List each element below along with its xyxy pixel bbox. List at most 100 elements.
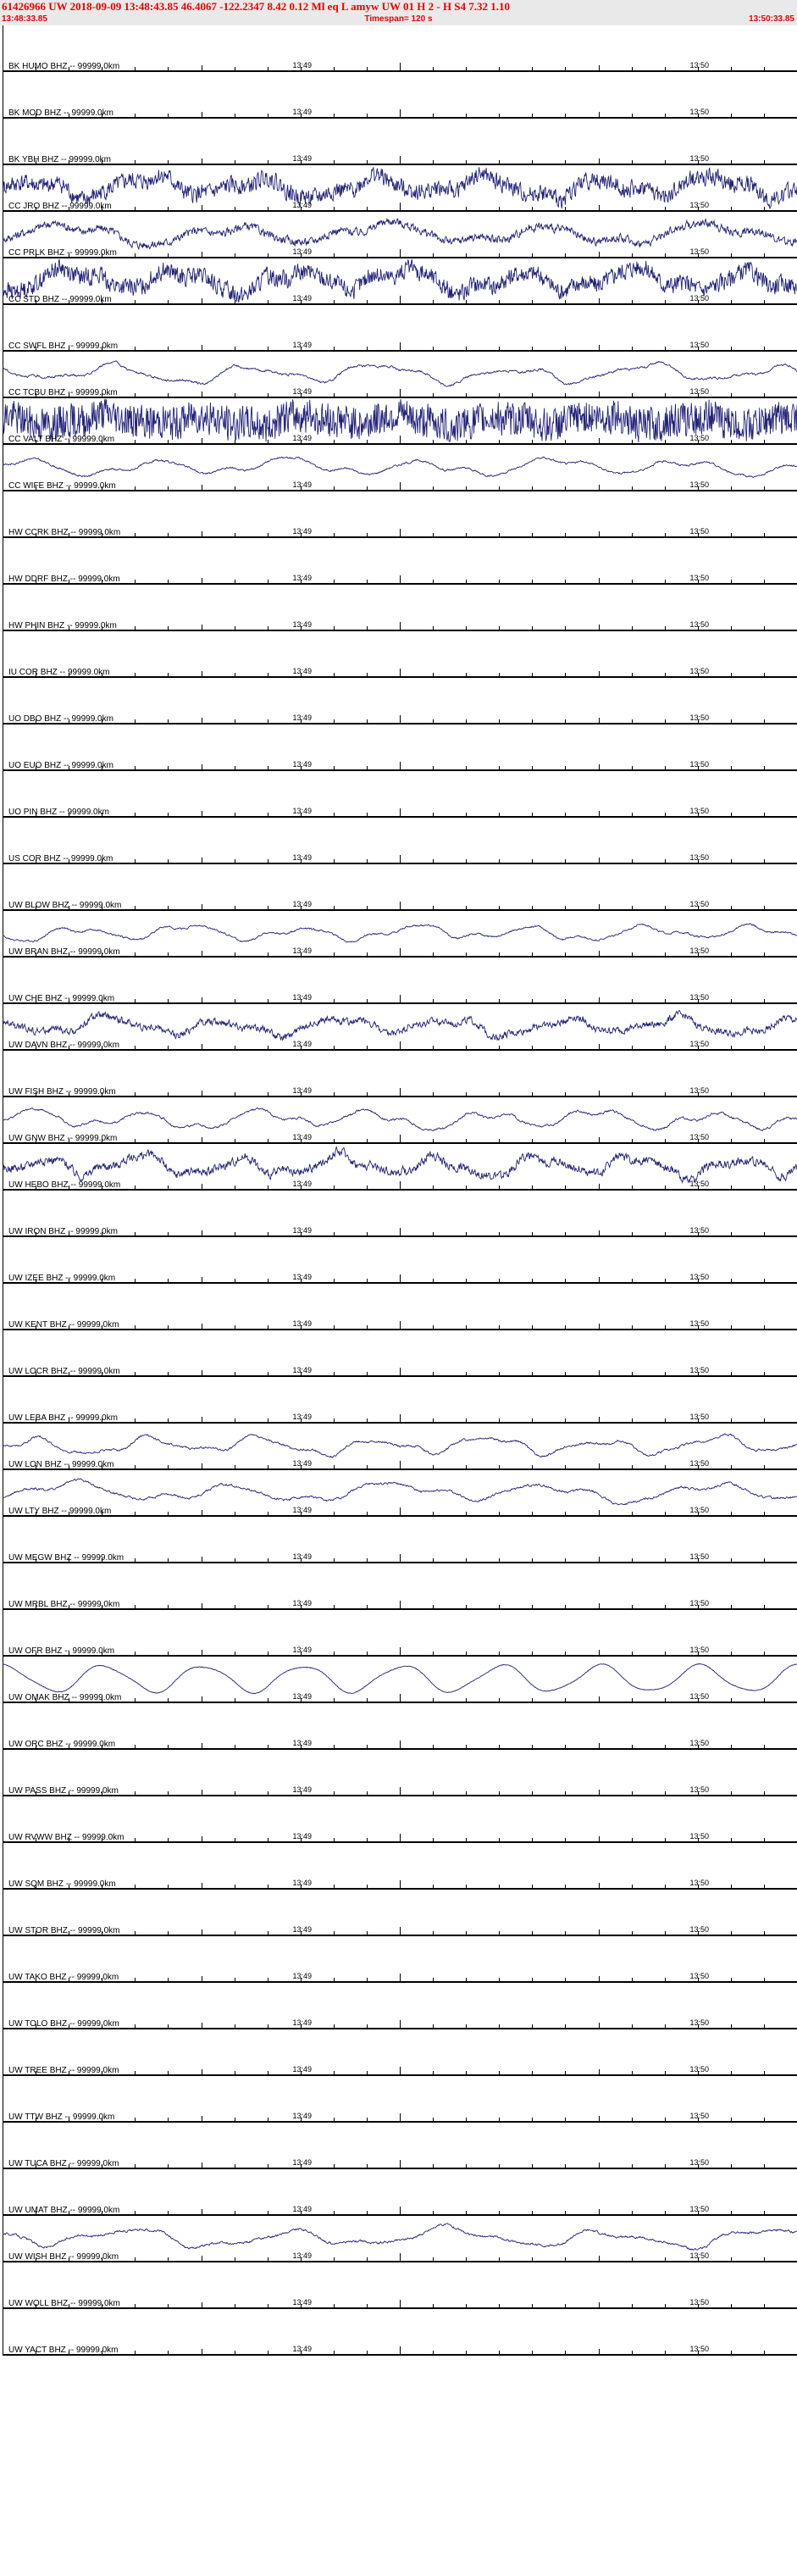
trace-row[interactable]: 13:49 13:50 UW RVWW BHZ -- 99999.0km	[0, 1796, 797, 1843]
trace-plot-frame	[3, 958, 797, 1004]
trace-row[interactable]: 13:49 13:50 UW TTW BHZ -- 99999.0km	[0, 2076, 797, 2123]
trace-row[interactable]: 13:49 13:50 UW OFR BHZ -- 99999.0km	[0, 1610, 797, 1657]
trace-row[interactable]: 13:49 13:50 UW IRON BHZ -- 99999.0km	[0, 1191, 797, 1237]
trace-row[interactable]: 13:49 13:50 CC WIFE BHZ -- 99999.0km	[0, 445, 797, 491]
trace-waveform-area	[3, 445, 797, 490]
channel-label: UW OMAK BHZ -- 99999.0km	[8, 1693, 122, 1702]
time-tick-label: 13:50	[689, 1739, 710, 1747]
time-tick-label: 13:49	[292, 1646, 313, 1654]
trace-waveform-area	[3, 818, 797, 863]
trace-row[interactable]: 13:49 13:50 UW GNW BHZ -- 99999.0km	[0, 1097, 797, 1144]
trace-row[interactable]: 13:49 13:50 UW CHE BHZ -- 99999.0km	[0, 958, 797, 1004]
trace-row[interactable]: 13:49 13:50 UW BLOW BHZ -- 99999.0km	[0, 864, 797, 911]
trace-waveform-area	[3, 911, 797, 956]
trace-plot-frame	[3, 724, 797, 771]
time-tick-label: 13:49	[292, 1319, 313, 1328]
waveform-svg	[3, 1377, 797, 1422]
trace-waveform-area	[3, 1237, 797, 1282]
trace-row[interactable]: 13:49 13:50 UW LTY BHZ -- 99999.0km	[0, 1470, 797, 1517]
trace-row[interactable]: 13:49 13:50 UW LOCR BHZ -- 99999.0km	[0, 1330, 797, 1377]
trace-row[interactable]: 13:49 13:50 UW HEBO BHZ -- 99999.0km	[0, 1144, 797, 1191]
trace-row[interactable]: 13:49 13:50 UW TUCA BHZ -- 99999.0km	[0, 2123, 797, 2169]
trace-row[interactable]: 13:49 13:50 UW TOLO BHZ -- 99999.0km	[0, 1983, 797, 2029]
time-tick-label: 13:49	[292, 247, 313, 256]
trace-row[interactable]: 13:49 13:50 IU COR BHZ -- 99999.0km	[0, 631, 797, 678]
channel-label: UO DBO BHZ -- 99999.0km	[8, 714, 113, 724]
channel-label: UO PIN BHZ -- 99999.0km	[8, 808, 109, 817]
time-tick-label: 13:49	[292, 853, 313, 862]
trace-row[interactable]: 13:49 13:50 HW DDRF BHZ -- 99999.0km	[0, 538, 797, 585]
trace-row[interactable]: 13:49 13:50 UW OMAK BHZ -- 99999.0km	[0, 1657, 797, 1703]
trace-plot-frame	[3, 1424, 797, 1470]
time-tick-label: 13:50	[689, 2112, 710, 2120]
channel-label: UW GNW BHZ -- 99999.0km	[8, 1134, 118, 1143]
time-tick-label: 13:50	[689, 341, 710, 349]
trace-plot-frame	[3, 1470, 797, 1517]
trace-row[interactable]: 13:49 13:50 US COR BHZ -- 99999.0km	[0, 818, 797, 864]
waveform-svg	[3, 1703, 797, 1748]
waveform-svg	[3, 1424, 797, 1468]
trace-plot-frame	[3, 818, 797, 864]
waveform-svg	[3, 1936, 797, 1981]
trace-row[interactable]: 13:49 13:50 BK MOD BHZ -- 99999.0km	[0, 72, 797, 119]
trace-row[interactable]: 13:49 13:50 CC TCBU BHZ -- 99999.0km	[0, 352, 797, 398]
trace-row[interactable]: 13:49 13:50 UW ORC BHZ -- 99999.0km	[0, 1703, 797, 1750]
waveform-svg	[3, 2216, 797, 2261]
trace-plot-frame	[3, 1843, 797, 1890]
window-start-time: 13:48:33.85	[2, 14, 47, 24]
time-tick-label: 13:50	[689, 900, 710, 908]
channel-label: UW BRAN BHZ -- 99999.0km	[8, 947, 120, 957]
trace-waveform-area	[3, 2076, 797, 2121]
time-tick-label: 13:49	[292, 620, 313, 629]
channel-label: UW UMAT BHZ -- 99999.0km	[8, 2206, 120, 2215]
trace-row[interactable]: 13:49 13:50 UW PASS BHZ -- 99999.0km	[0, 1750, 797, 1796]
trace-waveform-area	[3, 1936, 797, 1981]
trace-row[interactable]: 13:49 13:50 UW FISH BHZ -- 99999.0km	[0, 1051, 797, 1097]
time-tick-label: 13:50	[689, 1925, 710, 1934]
trace-plot-frame	[3, 631, 797, 678]
trace-row[interactable]: 13:49 13:50 CC SWFL BHZ -- 99999.0km	[0, 305, 797, 352]
trace-row[interactable]: 13:49 13:50 UW TAKO BHZ -- 99999.0km	[0, 1936, 797, 1983]
trace-row[interactable]: 13:49 13:50 HW PHIN BHZ -- 99999.0km	[0, 585, 797, 631]
trace-row[interactable]: 13:49 13:50 UW MRBL BHZ -- 99999.0km	[0, 1563, 797, 1610]
time-tick-label: 13:49	[292, 1180, 313, 1188]
trace-plot-frame	[3, 2216, 797, 2262]
trace-plot-frame	[3, 1051, 797, 1097]
trace-row[interactable]: 13:49 13:50 CC VALT BHZ -- 99999.0km	[0, 398, 797, 445]
trace-row[interactable]: 13:49 13:50 UO EUO BHZ -- 99999.0km	[0, 724, 797, 771]
trace-row[interactable]: 13:49 13:50 BK YBH BHZ -- 99999.0km	[0, 119, 797, 165]
trace-row[interactable]: 13:49 13:50 UW LON BHZ -- 99999.0km	[0, 1424, 797, 1470]
waveform-svg	[3, 2123, 797, 2168]
trace-row[interactable]: 13:49 13:50 UW STOR BHZ -- 99999.0km	[0, 1890, 797, 1936]
time-tick-label: 13:50	[689, 947, 710, 955]
trace-row[interactable]: 13:49 13:50 UW SQM BHZ -- 99999.0km	[0, 1843, 797, 1890]
trace-row[interactable]: 13:49 13:50 HW CCRK BHZ -- 99999.0km	[0, 491, 797, 538]
trace-plot-frame	[3, 1004, 797, 1051]
time-tick-label: 13:50	[689, 2205, 710, 2213]
trace-waveform-area	[3, 958, 797, 1002]
trace-row[interactable]: 13:49 13:50 UO PIN BHZ -- 99999.0km	[0, 771, 797, 818]
trace-plot-frame	[3, 1936, 797, 1983]
trace-waveform-area	[3, 864, 797, 909]
trace-row[interactable]: 13:49 13:50 UW KENT BHZ -- 99999.0km	[0, 1284, 797, 1330]
time-tick-label: 13:49	[292, 1972, 313, 1980]
trace-row[interactable]: 13:49 13:50 CC JRO BHZ -- 99999.0km	[0, 165, 797, 212]
trace-row[interactable]: 13:49 13:50 UW MEGW BHZ -- 99999.0km	[0, 1517, 797, 1563]
trace-row[interactable]: 13:49 13:50 UW TREE BHZ -- 99999.0km	[0, 2029, 797, 2076]
trace-row[interactable]: 13:49 13:50 UW YACT BHZ -- 99999.0km	[0, 2309, 797, 2356]
trace-row[interactable]: 13:49 13:50 UW WISH BHZ -- 99999.0km	[0, 2216, 797, 2262]
trace-row[interactable]: 13:49 13:50 UW BRAN BHZ -- 99999.0km	[0, 911, 797, 958]
trace-row[interactable]: 13:49 13:50 UO DBO BHZ -- 99999.0km	[0, 678, 797, 724]
trace-row[interactable]: 13:49 13:50 UW LEBA BHZ -- 99999.0km	[0, 1377, 797, 1424]
channel-label: IU COR BHZ -- 99999.0km	[8, 668, 110, 677]
trace-row[interactable]: 13:49 13:50 UW DAVN BHZ -- 99999.0km	[0, 1004, 797, 1051]
time-tick-label: 13:50	[689, 1599, 710, 1607]
trace-row[interactable]: 13:49 13:50 UW IZEE BHZ -- 99999.0km	[0, 1237, 797, 1284]
trace-row[interactable]: 13:49 13:50 CC PRLK BHZ -- 99999.0km	[0, 212, 797, 258]
trace-row[interactable]: 13:49 13:50 CC STD BHZ -- 99999.0km	[0, 258, 797, 305]
trace-row[interactable]: 13:49 13:50 BK HUMO BHZ -- 99999.0km	[0, 25, 797, 72]
time-tick-label: 13:49	[292, 1226, 313, 1235]
time-tick-label: 13:49	[292, 434, 313, 442]
trace-row[interactable]: 13:49 13:50 UW WOLL BHZ -- 99999.0km	[0, 2262, 797, 2309]
trace-row[interactable]: 13:49 13:50 UW UMAT BHZ -- 99999.0km	[0, 2169, 797, 2216]
